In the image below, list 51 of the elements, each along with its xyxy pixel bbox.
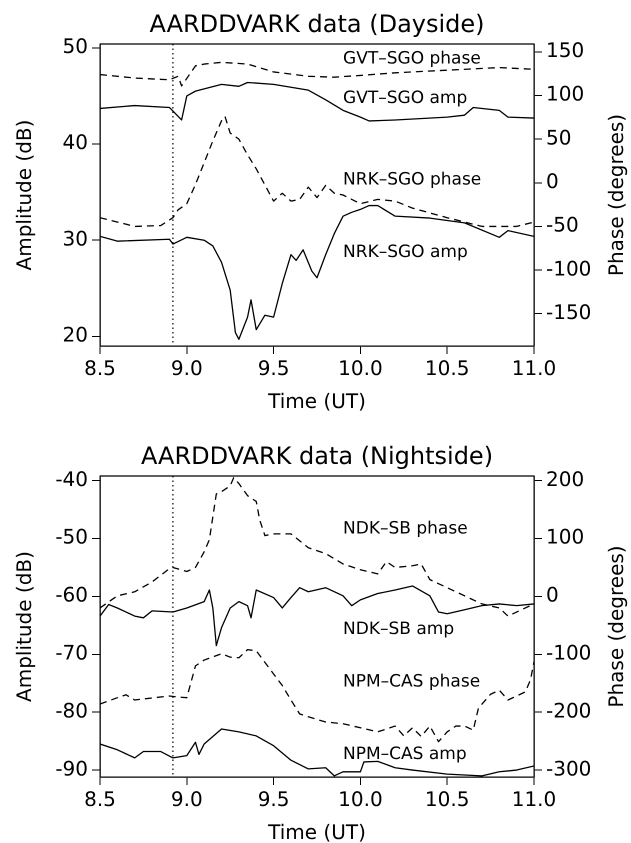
x-tick-label: 10.5 — [424, 787, 470, 812]
x-tick-label: 9.0 — [170, 787, 203, 812]
series-label: NDK–SB amp — [343, 618, 454, 639]
y-tick-label: -70 — [55, 640, 88, 664]
y2-tick-label: 150 — [546, 38, 584, 62]
series-label: NPM–CAS amp — [343, 744, 467, 764]
y-axis-title: Amplitude (dB) — [12, 551, 36, 702]
series-label: NDK–SB phase — [343, 518, 468, 538]
y2-tick-label: -50 — [546, 212, 579, 237]
y2-tick-label: 200 — [546, 466, 584, 491]
x-axis-title: Time (UT) — [267, 820, 366, 843]
y-tick-label: -50 — [55, 524, 88, 549]
y2-tick-label: 0 — [546, 168, 559, 193]
y2-tick-label: -300 — [546, 756, 592, 780]
series-label: GVT–SGO phase — [343, 48, 481, 69]
series-label: NRK–SGO phase — [343, 169, 482, 190]
x-tick-label: 9.5 — [258, 787, 290, 812]
y2-tick-label: 0 — [546, 582, 559, 607]
x-tick-label: 10.5 — [424, 356, 470, 380]
y-tick-label: -90 — [55, 756, 88, 780]
x-tick-label: 10.0 — [338, 787, 383, 812]
x-tick-label: 11.0 — [512, 356, 556, 380]
y2-tick-label: -100 — [546, 640, 592, 664]
y-tick-label: 20 — [62, 322, 88, 347]
chart-title: AARDDVARK data (Nightside) — [140, 442, 494, 470]
y2-axis-title: Phase (degrees) — [604, 545, 628, 708]
y-tick-label: -60 — [55, 582, 88, 607]
y-tick-label: -80 — [55, 698, 88, 722]
y-tick-label: 30 — [62, 226, 88, 250]
y-tick-label: 50 — [62, 34, 88, 58]
x-tick-label: 10.0 — [338, 356, 383, 380]
series-label: GVT–SGO amp — [343, 88, 468, 108]
x-axis-title: Time (UT) — [267, 389, 366, 413]
y2-tick-label: 100 — [546, 82, 584, 106]
series-label: NPM–CAS phase — [343, 671, 480, 692]
y2-tick-label: -200 — [546, 698, 592, 722]
y2-tick-label: -100 — [546, 256, 592, 280]
y2-tick-label: 50 — [546, 125, 572, 150]
x-tick-label: 9.5 — [258, 356, 290, 380]
y-tick-label: -40 — [55, 466, 88, 491]
x-tick-label: 11.0 — [512, 787, 556, 812]
chart-title: AARDDVARK data (Dayside) — [149, 10, 485, 38]
x-tick-label: 9.0 — [170, 356, 203, 380]
x-tick-label: 8.5 — [84, 356, 116, 380]
series-label: NRK–SGO amp — [343, 242, 468, 262]
x-tick-label: 8.5 — [84, 787, 116, 812]
y2-tick-label: -150 — [546, 300, 592, 324]
y2-axis-title: Phase (degrees) — [604, 114, 628, 276]
y2-tick-label: 100 — [546, 524, 584, 549]
y-axis-title: Amplitude (dB) — [12, 120, 36, 270]
y-tick-label: 40 — [62, 130, 88, 154]
